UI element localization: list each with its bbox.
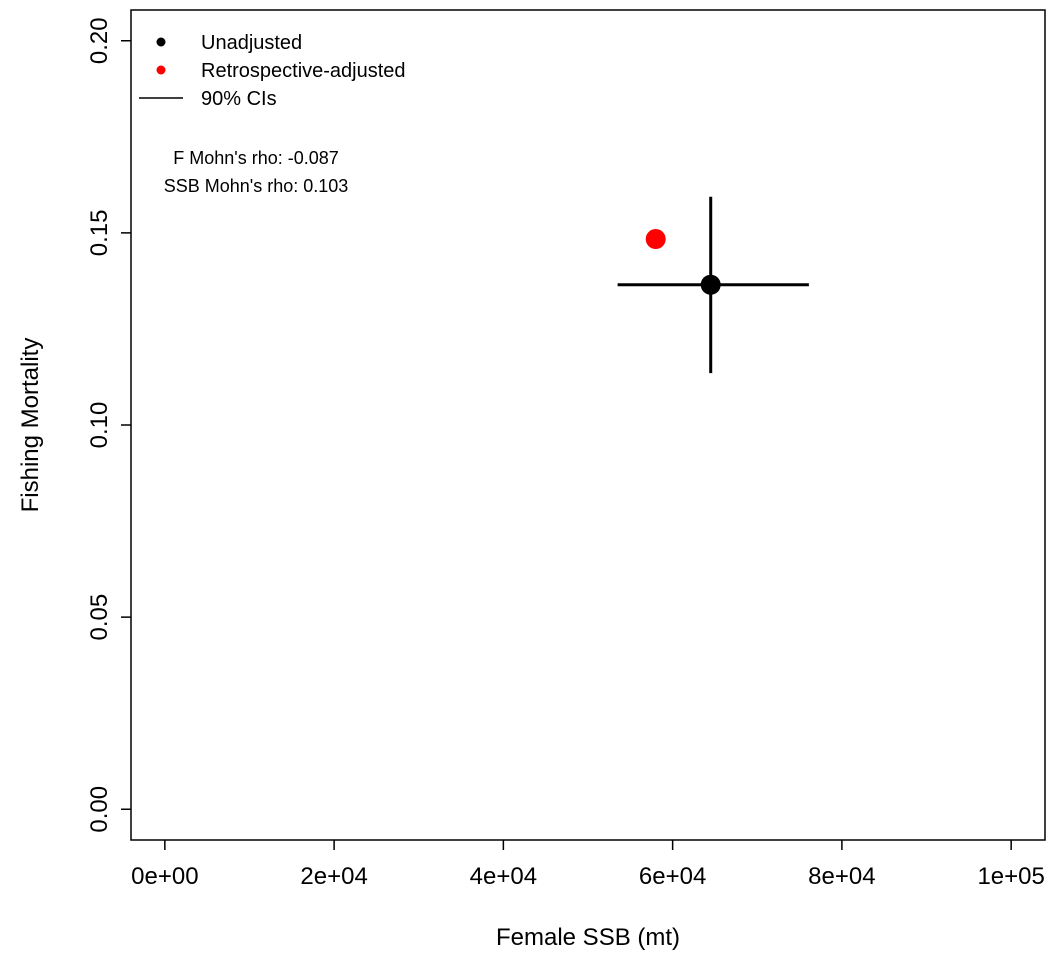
- legend-label: Unadjusted: [201, 32, 302, 54]
- point: [645, 229, 666, 250]
- x-tick-label: 4e+04: [470, 863, 537, 890]
- legend-marker: [156, 37, 166, 47]
- x-tick-label: 6e+04: [639, 863, 706, 890]
- annotation: F Mohn's rho: -0.087: [173, 148, 339, 168]
- x-axis-label: Female SSB (mt): [496, 924, 680, 951]
- plot-frame: [130, 9, 1046, 841]
- legend-marker: [156, 65, 166, 75]
- annotation: SSB Mohn's rho: 0.103: [164, 176, 349, 196]
- y-tick-label: 0.10: [86, 402, 113, 449]
- legend-label: 90% CIs: [201, 88, 277, 110]
- x-tick-label: 2e+04: [300, 863, 367, 890]
- y-tick-label: 0.15: [86, 210, 113, 257]
- y-axis-label: Fishing Mortality: [17, 338, 44, 513]
- legend-label: Retrospective-adjusted: [201, 60, 406, 82]
- x-tick-label: 8e+04: [808, 863, 875, 890]
- y-tick-label: 0.00: [86, 786, 113, 833]
- x-tick-label: 0e+00: [131, 863, 198, 890]
- point: [700, 274, 721, 295]
- x-tick-label: 1e+05: [977, 863, 1044, 890]
- y-tick-label: 0.05: [86, 594, 113, 641]
- y-tick-label: 0.20: [86, 17, 113, 64]
